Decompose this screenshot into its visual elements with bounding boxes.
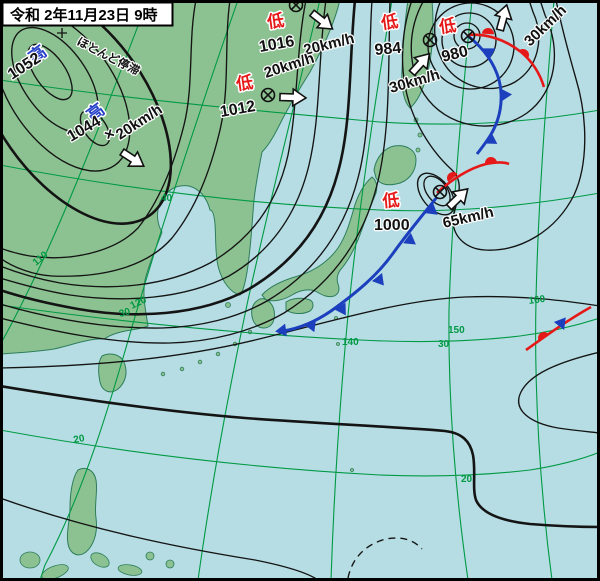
meridian-160e	[535, 0, 555, 581]
warm-front-low980	[467, 27, 546, 88]
low-984-symbol: 低	[379, 11, 400, 33]
lat-20-west-label: 20	[73, 433, 86, 446]
meridian-140e	[330, 0, 393, 581]
hokkaido-island	[373, 145, 417, 186]
lon-150-label: 150	[448, 325, 465, 336]
stationary-front-east	[525, 305, 592, 352]
parallel-20n	[0, 429, 600, 477]
low-1000-value: 1000	[374, 217, 410, 234]
luzon-island	[66, 467, 98, 556]
lat-30-east-label: 30	[438, 339, 450, 350]
low-1012-symbol: 低	[234, 72, 255, 94]
parallel-45n	[0, 79, 600, 125]
low-980-symbol: 低	[437, 15, 458, 37]
low-1016-symbol: 低	[265, 10, 286, 32]
low-984-value: 984	[374, 40, 402, 59]
meridian-110e	[0, 0, 149, 346]
lon-160-label: 160	[528, 294, 546, 307]
meridian-120e	[39, 0, 239, 581]
low-1016-value: 1016	[258, 33, 296, 56]
honshu-island	[261, 176, 378, 302]
lon-140-label: 140	[342, 337, 359, 348]
title-box: 令和 2年11月23日 9時	[1, 1, 174, 27]
chart-title: 令和 2年11月23日 9時	[10, 6, 158, 24]
lat-20-east-label: 20	[461, 474, 473, 485]
small-islands	[19, 117, 423, 580]
cold-front-low980	[467, 34, 513, 155]
fronts	[274, 27, 592, 352]
high-center-plus-mark	[57, 28, 67, 38]
lat-40-label: 40	[161, 193, 173, 204]
warm-front-low1000	[436, 156, 510, 194]
meridian-150e	[448, 0, 473, 581]
parallel-40n	[0, 164, 600, 212]
cold-front-low1000	[274, 196, 442, 338]
lat-30-west-label: 30	[118, 306, 132, 320]
shikoku-island	[285, 297, 314, 314]
low-1000-symbol: 低	[381, 190, 401, 211]
